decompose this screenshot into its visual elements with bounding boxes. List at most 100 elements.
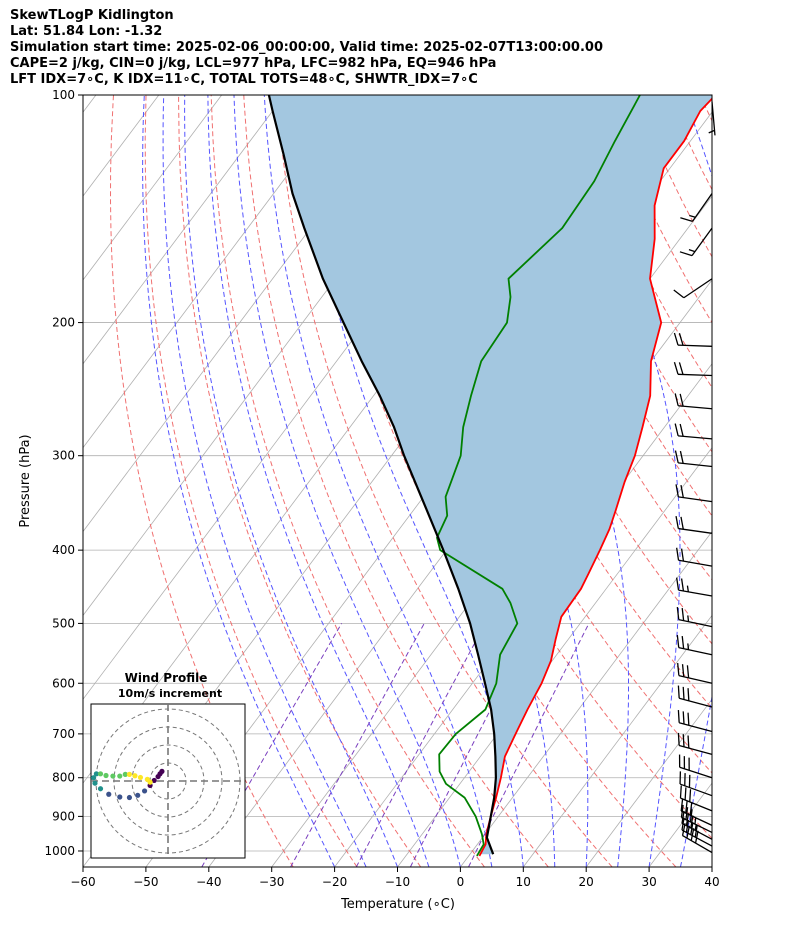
moist-adiabat-line — [162, 95, 367, 867]
title-line: SkewTLogP Kidlington — [10, 8, 174, 23]
wind-barb-flag — [681, 664, 685, 677]
wind-barb-flag — [673, 289, 685, 299]
wind-barb-shaft — [678, 674, 713, 684]
mixing-ratio-line — [290, 623, 425, 867]
moist-adiabat-line — [184, 95, 398, 867]
wind-barb-flag — [685, 800, 688, 814]
wind-barb — [677, 685, 713, 708]
wind-barb — [675, 484, 713, 503]
wind-barb-shaft — [679, 783, 713, 797]
wind-barb-shaft — [678, 496, 713, 503]
wind-barb-shaft — [678, 744, 713, 755]
wind-barb-half-flag — [686, 585, 690, 592]
wind-barb — [677, 662, 713, 684]
wind-barb-flag — [677, 685, 680, 699]
wind-barb-flag — [680, 484, 684, 498]
wind-barb-flag — [677, 732, 680, 746]
wind-barb-flag — [682, 686, 685, 700]
moist-adiabat-line — [233, 95, 461, 867]
wind-barb — [680, 193, 713, 223]
moist-adiabat-line — [299, 95, 524, 867]
wind-barb-shaft — [681, 822, 713, 840]
wind-barb — [674, 423, 713, 440]
wind-barb — [673, 362, 713, 377]
wind-barb-flag — [679, 393, 684, 407]
parcel-line — [267, 95, 497, 855]
dry-adiabat-line — [178, 95, 422, 867]
wind-barb-flag — [679, 450, 684, 464]
dry-adiabat-line — [634, 95, 712, 258]
wind-barb-shaft — [678, 697, 713, 708]
wind-barb-flag — [681, 636, 685, 649]
wind-barb-flag — [675, 516, 679, 529]
wind-barb-flag — [682, 711, 685, 725]
wind-barb — [679, 771, 713, 797]
dry-adiabat-line — [144, 95, 358, 867]
dry-adiabat-line — [243, 95, 549, 867]
wind-barb — [678, 754, 713, 779]
dry-adiabat-line — [275, 95, 613, 867]
wind-barb — [681, 810, 713, 840]
wind-barb-flag — [682, 734, 685, 747]
dry-adiabat-line — [406, 95, 712, 709]
wind-barb — [677, 732, 713, 755]
wind-barb-flag — [680, 548, 685, 562]
wind-barb-shaft — [681, 829, 713, 847]
hodograph-point — [155, 773, 161, 780]
wind-barb-shaft — [680, 797, 713, 812]
hodograph-point — [117, 794, 123, 800]
wind-barb-flag — [687, 735, 690, 749]
hodograph-point — [117, 773, 123, 779]
x-tick-label: 40 — [704, 875, 719, 889]
hodograph-point — [97, 786, 104, 792]
wind-barb-flag — [681, 608, 685, 621]
y-tick-label: 200 — [52, 316, 75, 330]
title-line: CAPE=2 j/kg, CIN=0 j/kg, LCL=977 hPa, LF… — [10, 56, 497, 71]
wind-barb-flag — [679, 251, 693, 257]
wind-barb-shaft — [678, 435, 713, 440]
wind-barb-flag — [680, 798, 684, 812]
wind-barb — [680, 798, 713, 826]
x-tick-label: −30 — [259, 875, 284, 889]
wind-barb-flag — [676, 547, 680, 561]
hodograph-point — [135, 792, 141, 798]
dry-adiabat-line — [699, 95, 712, 122]
x-tick-label: −50 — [133, 875, 158, 889]
axis-ticks: −60 −50 −40 −30 −20 −10 0 10 20 30 40 100 200 300 400 5… — [44, 88, 719, 889]
wind-barb-flag — [686, 825, 691, 839]
hodograph-point — [106, 791, 112, 797]
wind-barb-shaft — [678, 527, 713, 534]
wind-barb-flag — [680, 578, 685, 592]
cape-area — [268, 95, 712, 855]
wind-barb — [673, 332, 713, 347]
wind-profile-subtitle: 10m/s increment — [118, 687, 222, 700]
wind-barb-flag — [673, 332, 679, 346]
wind-barb-shaft — [678, 646, 713, 656]
moist-adiabat-line — [142, 95, 336, 867]
isotherm-line — [585, 698, 712, 867]
wind-barb-flag — [679, 785, 682, 799]
y-tick-label: 500 — [52, 616, 75, 630]
wind-barb-flag — [674, 423, 679, 437]
chart-title: SkewTLogP Kidlington Lat: 51.84 Lon: -1.… — [10, 8, 603, 88]
moist-adiabat-line — [711, 864, 712, 867]
y-tick-label: 100 — [52, 88, 75, 102]
wind-barb-flag — [694, 830, 699, 844]
isotherm-line — [522, 614, 712, 867]
wind-barb-flag — [690, 828, 695, 841]
wind-barb — [681, 823, 713, 854]
wind-profile-title: Wind Profile — [125, 671, 208, 685]
wind-barb-flag — [690, 815, 694, 829]
wind-barb — [673, 278, 713, 299]
x-tick-label: 20 — [579, 875, 594, 889]
y-tick-label: 600 — [52, 676, 75, 690]
wind-barb-shaft — [678, 405, 713, 410]
wind-barb-shaft — [677, 373, 713, 377]
moist-adiabat-line — [207, 95, 430, 867]
hodograph-point — [147, 779, 153, 785]
x-tick-label: −20 — [322, 875, 347, 889]
wind-barb-shaft — [678, 462, 713, 468]
wind-barb-shaft — [682, 835, 713, 854]
hodograph-point — [91, 775, 97, 781]
title-line: Lat: 51.84 Lon: -1.32 — [10, 24, 163, 39]
